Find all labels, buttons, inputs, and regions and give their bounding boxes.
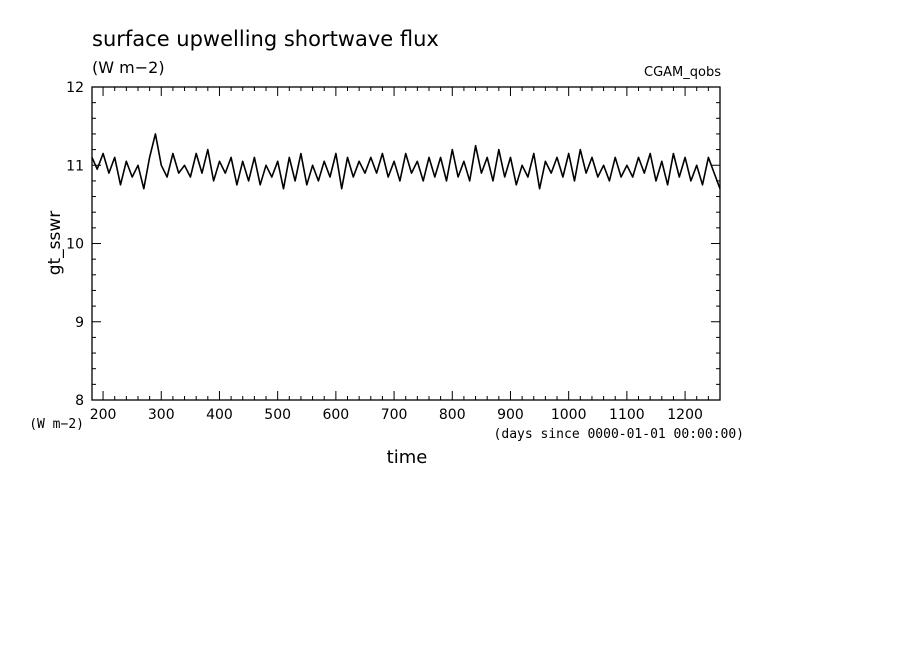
y-tick-label: 10 <box>66 237 84 253</box>
dataset-label: CGAM_qobs <box>644 65 721 80</box>
x-tick-label: 800 <box>439 407 466 423</box>
y-axis-unit: (W m−2) <box>29 417 84 432</box>
y-tick-label: 9 <box>75 315 84 331</box>
x-tick-label: 700 <box>381 407 408 423</box>
y-tick-labels: 8 9 10 11 12 <box>66 80 84 409</box>
y-tick-label: 8 <box>75 393 84 409</box>
x-tick-label: 600 <box>322 407 349 423</box>
chart-title: surface upwelling shortwave flux <box>92 27 439 51</box>
plot-frame <box>91 86 721 401</box>
y-tick-label: 11 <box>66 158 84 174</box>
x-tick-labels: 200 300 400 500 600 700 800 900 1000 1100 1200 <box>90 407 703 423</box>
x-tick-label: 1100 <box>609 407 645 423</box>
y-tick-label: 12 <box>66 80 84 96</box>
chart-subtitle: (W m−2) <box>92 58 165 77</box>
x-tick-label: 200 <box>90 407 117 423</box>
x-axis-unit: (days since 0000-01-01 00:00:00) <box>494 427 744 442</box>
x-tick-label: 900 <box>497 407 524 423</box>
x-tick-label: 500 <box>264 407 291 423</box>
x-tick-label: 1200 <box>667 407 703 423</box>
x-axis-label: time <box>387 447 428 468</box>
x-tick-label: 300 <box>148 407 175 423</box>
series-line <box>91 133 721 190</box>
x-tick-label: 1000 <box>551 407 587 423</box>
axis-ticks <box>92 86 721 401</box>
x-tick-label: 400 <box>206 407 233 423</box>
y-axis-label: gt_sswr <box>45 211 65 276</box>
